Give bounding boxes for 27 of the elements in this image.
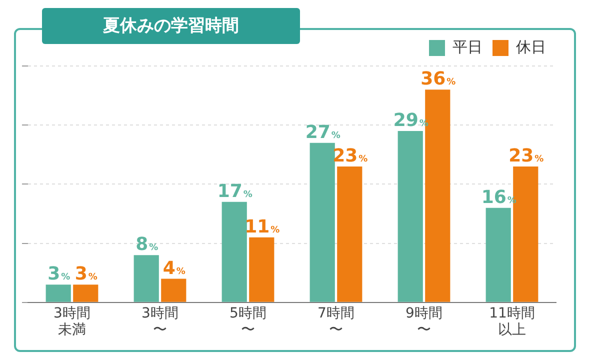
bar xyxy=(134,255,159,302)
data-label: 8% xyxy=(136,234,158,256)
x-tick-label: 9時間〜 xyxy=(406,305,442,338)
legend-label: 休日 xyxy=(516,38,546,56)
x-tick-label: 3時間〜 xyxy=(142,305,178,338)
bar xyxy=(310,142,335,302)
x-tick-label: 5時間〜 xyxy=(230,305,266,338)
data-label: 4% xyxy=(162,258,186,279)
bar xyxy=(486,208,511,302)
bar xyxy=(337,166,362,302)
legend-label: 平日 xyxy=(452,38,482,56)
x-tick-label: 3時間未満 xyxy=(54,305,90,338)
chart-title: 夏休みの学習時間 xyxy=(42,8,300,44)
bar xyxy=(249,237,274,302)
bar xyxy=(46,284,71,302)
x-tick-label: 7時間〜 xyxy=(318,305,354,338)
data-label: 3% xyxy=(74,264,98,285)
bar xyxy=(222,202,247,302)
bar xyxy=(73,284,98,302)
data-label: 36% xyxy=(420,68,456,90)
data-label: 3% xyxy=(48,264,70,285)
data-label: 27% xyxy=(305,122,340,143)
data-label: 23% xyxy=(508,145,544,166)
bar xyxy=(161,278,186,302)
x-tick-label: 11時間以上 xyxy=(489,305,535,338)
data-label: 17% xyxy=(217,180,252,202)
bar xyxy=(398,131,423,302)
